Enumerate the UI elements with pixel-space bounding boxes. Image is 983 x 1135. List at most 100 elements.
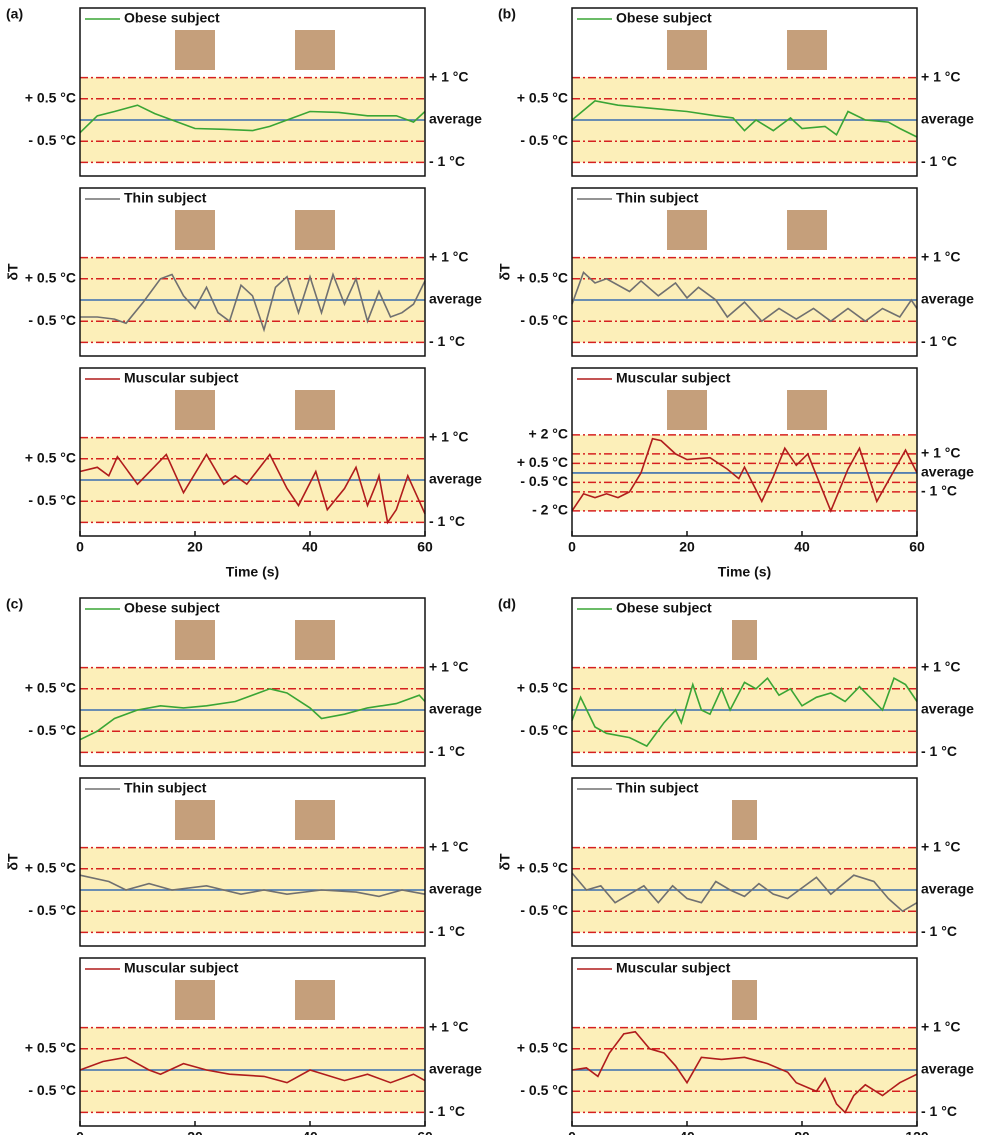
photo <box>295 980 335 1020</box>
y2-tick-label: - 1 °C <box>921 1103 957 1119</box>
y2-tick-label: + 1 °C <box>921 838 960 854</box>
y2-tick-label: - 1 °C <box>429 153 465 169</box>
legend-label: Thin subject <box>616 190 699 206</box>
panel-label: (c) <box>6 596 23 612</box>
y-tick-label: - 0.5 °C <box>520 1082 568 1098</box>
legend-label: Thin subject <box>124 190 207 206</box>
y2-tick-label: + 1 °C <box>921 658 960 674</box>
photo <box>667 30 707 70</box>
plot-frame <box>571 597 918 767</box>
panel-label: (b) <box>498 6 516 22</box>
x-tick-label: 120 <box>905 1129 929 1135</box>
x-tick-label: 40 <box>302 539 318 555</box>
y-tick-label: - 0.5 °C <box>28 312 76 328</box>
plot-frame <box>571 187 918 357</box>
legend-label: Obese subject <box>616 600 712 616</box>
x-axis-label: Time (s) <box>718 564 771 580</box>
photo <box>175 30 215 70</box>
legend-label: Muscular subject <box>616 370 731 386</box>
y2-tick-label: average <box>429 1061 482 1077</box>
data-line <box>79 874 426 898</box>
y2-tick-label: + 1 °C <box>429 68 468 84</box>
x-axis-label: Time (s) <box>226 564 279 580</box>
data-line <box>571 676 918 748</box>
y-tick-label: + 0.5 °C <box>25 89 76 105</box>
plot-frame <box>79 957 426 1127</box>
y2-tick-label: + 1 °C <box>921 445 960 461</box>
y-tick-label: + 0.5 °C <box>517 89 568 105</box>
legend-label: Obese subject <box>616 10 712 26</box>
legend-label: Thin subject <box>124 780 207 796</box>
x-tick-label: 80 <box>794 1129 810 1135</box>
y-axis-label: δT <box>497 853 513 870</box>
y2-tick-label: + 1 °C <box>429 248 468 264</box>
y2-tick-label: - 1 °C <box>921 923 957 939</box>
plot-frame <box>79 777 426 947</box>
y2-tick-label: + 1 °C <box>921 248 960 264</box>
plot-frame <box>571 367 918 537</box>
x-tick-label: 60 <box>909 539 925 555</box>
plot-frame <box>79 7 426 177</box>
data-line <box>571 1030 918 1114</box>
y2-tick-label: + 1 °C <box>429 428 468 444</box>
photo <box>295 210 335 250</box>
y-tick-label: - 0.5 °C <box>520 473 568 489</box>
x-tick-label: 40 <box>302 1129 318 1135</box>
y2-tick-label: average <box>921 881 974 897</box>
x-tick-label: 60 <box>417 1129 433 1135</box>
legend-label: Obese subject <box>124 600 220 616</box>
photo <box>732 620 757 660</box>
photo <box>175 620 215 660</box>
photo <box>295 30 335 70</box>
legend-label: Muscular subject <box>616 960 731 976</box>
photo <box>667 390 707 430</box>
y2-tick-label: - 1 °C <box>429 923 465 939</box>
data-line <box>80 272 426 333</box>
y2-tick-label: average <box>429 701 482 717</box>
y-tick-label: - 0.5 °C <box>520 312 568 328</box>
photo <box>295 800 335 840</box>
photo <box>787 210 827 250</box>
y2-tick-label: - 1 °C <box>921 483 957 499</box>
y-tick-label: + 0.5 °C <box>25 269 76 285</box>
y2-tick-label: + 1 °C <box>921 1018 960 1034</box>
y2-tick-label: average <box>921 291 974 307</box>
y-tick-label: + 2 °C <box>529 426 568 442</box>
y2-tick-label: - 1 °C <box>429 1103 465 1119</box>
x-tick-label: 40 <box>794 539 810 555</box>
y2-tick-label: - 1 °C <box>429 513 465 529</box>
y-tick-label: + 0.5 °C <box>25 859 76 875</box>
photo <box>175 210 215 250</box>
x-tick-label: 0 <box>568 539 576 555</box>
y-tick-label: - 0.5 °C <box>520 132 568 148</box>
data-line <box>571 437 918 514</box>
y2-tick-label: - 1 °C <box>429 743 465 759</box>
y-tick-label: + 0.5 °C <box>25 1039 76 1055</box>
y-tick-label: - 0.5 °C <box>28 1082 76 1098</box>
photo <box>295 620 335 660</box>
y-tick-label: - 2 °C <box>532 502 568 518</box>
y-tick-label: - 0.5 °C <box>28 492 76 508</box>
plot-frame <box>571 957 918 1127</box>
legend-label: Muscular subject <box>124 370 239 386</box>
legend-label: Thin subject <box>616 780 699 796</box>
panel-label: (a) <box>6 6 23 22</box>
y2-tick-label: average <box>921 701 974 717</box>
data-line <box>79 687 426 741</box>
photo <box>175 390 215 430</box>
legend-label: Muscular subject <box>124 960 239 976</box>
x-tick-label: 60 <box>417 539 433 555</box>
plot-frame <box>571 777 918 947</box>
panel-label: (d) <box>498 596 516 612</box>
y2-tick-label: average <box>429 471 482 487</box>
x-tick-label: 0 <box>76 1129 84 1135</box>
data-line <box>79 104 426 134</box>
legend-label: Obese subject <box>124 10 220 26</box>
y2-tick-label: average <box>921 111 974 127</box>
y-tick-label: + 0.5 °C <box>517 269 568 285</box>
y2-tick-label: - 1 °C <box>921 333 957 349</box>
plot-frame <box>79 187 426 357</box>
y-tick-label: - 0.5 °C <box>520 902 568 918</box>
x-tick-label: 20 <box>187 539 203 555</box>
